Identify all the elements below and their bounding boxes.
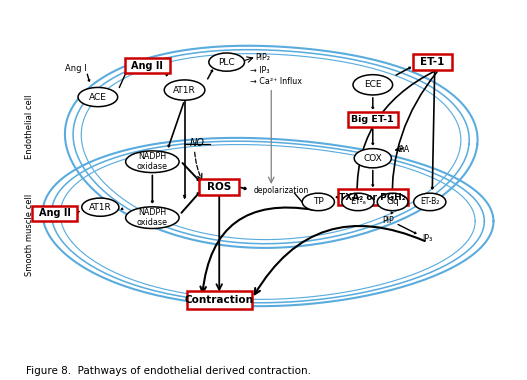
Ellipse shape	[302, 193, 335, 211]
Text: IP₃: IP₃	[422, 234, 433, 243]
Text: Big ET-1: Big ET-1	[352, 115, 394, 124]
Text: ET-B₂: ET-B₂	[420, 198, 440, 206]
Ellipse shape	[125, 151, 179, 173]
Text: ET-ₐ: ET-ₐ	[350, 198, 366, 206]
Text: AA: AA	[398, 145, 410, 154]
Text: NADPH
oxidase: NADPH oxidase	[137, 208, 168, 227]
Text: depolarization: depolarization	[253, 186, 309, 195]
Text: → Ca²⁺ Influx: → Ca²⁺ Influx	[250, 77, 302, 86]
Text: PIP: PIP	[382, 216, 394, 225]
Ellipse shape	[414, 193, 446, 211]
Text: Ang I: Ang I	[65, 63, 86, 73]
Text: TP: TP	[313, 198, 324, 206]
Text: ACE: ACE	[89, 93, 107, 101]
Text: PLC: PLC	[218, 58, 235, 66]
FancyBboxPatch shape	[199, 179, 239, 195]
Text: ROS: ROS	[207, 182, 231, 192]
Text: NO: NO	[190, 138, 205, 147]
Ellipse shape	[125, 207, 179, 228]
Ellipse shape	[354, 149, 392, 168]
Text: AT1R: AT1R	[89, 203, 112, 212]
Text: COX: COX	[364, 154, 382, 163]
Text: AT1R: AT1R	[173, 86, 196, 95]
FancyBboxPatch shape	[32, 206, 77, 221]
Text: ET-1: ET-1	[420, 57, 444, 67]
Text: Ang II: Ang II	[39, 209, 71, 218]
Text: Contraction: Contraction	[185, 295, 253, 305]
Ellipse shape	[164, 80, 205, 100]
Text: Figure 8.  Pathways of endothelial derived contraction.: Figure 8. Pathways of endothelial derive…	[26, 366, 311, 376]
FancyBboxPatch shape	[413, 54, 452, 70]
Ellipse shape	[209, 53, 245, 71]
Text: TXA₂ or PGH₂: TXA₂ or PGH₂	[339, 193, 406, 202]
FancyBboxPatch shape	[348, 112, 398, 127]
Ellipse shape	[353, 75, 393, 95]
Text: → IP₃: → IP₃	[250, 66, 269, 74]
Text: NADPH
oxidase: NADPH oxidase	[137, 152, 168, 171]
Text: Ang II: Ang II	[131, 60, 163, 71]
Text: ECE: ECE	[364, 80, 382, 89]
Ellipse shape	[78, 87, 118, 107]
Text: PIP₂: PIP₂	[255, 53, 270, 62]
Ellipse shape	[342, 193, 374, 211]
Text: Endothelial cell: Endothelial cell	[25, 95, 34, 159]
Text: Gq: Gq	[386, 198, 399, 206]
FancyBboxPatch shape	[125, 58, 170, 73]
Ellipse shape	[377, 193, 408, 211]
FancyBboxPatch shape	[338, 189, 408, 206]
Ellipse shape	[82, 198, 119, 216]
FancyBboxPatch shape	[187, 291, 252, 309]
Text: Smooth muscle cell: Smooth muscle cell	[25, 194, 34, 276]
